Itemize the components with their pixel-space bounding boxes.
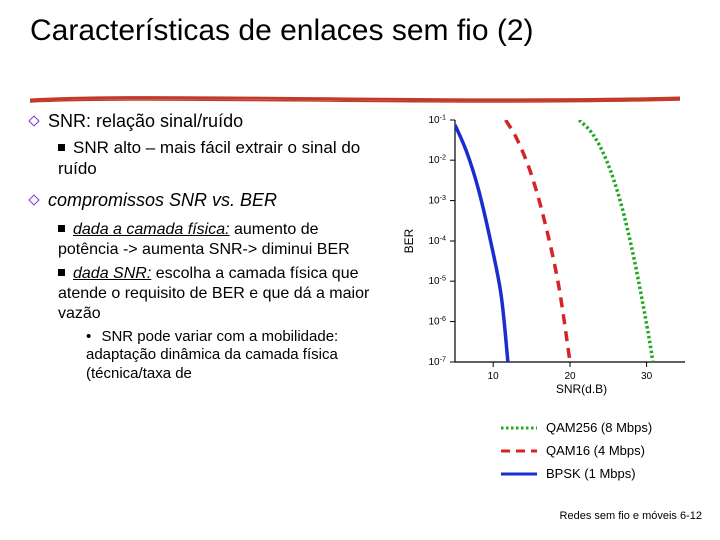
text: SNR alto – mais fácil extrair o sinal do… [58,138,360,178]
text-lead: dada a camada física: [73,221,230,238]
title-underline [28,90,688,110]
svg-text:10-6: 10-6 [428,314,446,328]
legend-swatch [500,467,538,481]
ber-snr-chart: 10-110-210-310-410-510-610-710203040SNR(… [400,112,700,412]
bullet-snr: SNR: relação sinal/ruído [30,110,380,133]
svg-text:10-3: 10-3 [428,193,446,207]
slide-footer: Redes sem fio e móveis 6-12 [560,510,702,522]
legend-swatch [500,444,538,458]
svg-text:10-5: 10-5 [428,274,446,288]
legend-item: BPSK (1 Mbps) [500,466,652,481]
bullet-snr-alto: SNR alto – mais fácil extrair o sinal do… [58,137,380,180]
legend-label: BPSK (1 Mbps) [546,466,636,481]
bullet-mobilidade: SNR pode variar com a mobilidade: adapta… [86,328,380,384]
square-icon [58,225,65,232]
text: SNR pode variar com a mobilidade: adapta… [86,328,338,383]
diamond-icon [28,194,39,205]
bullet-camada-fisica: dada a camada física: aumento de potênci… [58,220,380,260]
text: SNR: relação sinal/ruído [48,111,243,131]
svg-text:10-1: 10-1 [428,113,446,127]
svg-text:BER: BER [402,228,416,253]
square-icon [58,269,65,276]
svg-text:10: 10 [488,371,500,382]
bullet-dada-snr: dada SNR: escolha a camada física que at… [58,264,380,324]
legend-label: QAM256 (8 Mbps) [546,420,652,435]
legend-swatch [500,421,538,435]
chart-legend: QAM256 (8 Mbps) QAM16 (4 Mbps) BPSK (1 Mbp… [500,420,652,489]
text: compromissos SNR vs. BER [48,190,277,210]
square-icon [58,144,65,151]
content-body: SNR: relação sinal/ruído SNR alto – mais… [30,110,380,388]
svg-text:20: 20 [564,371,576,382]
svg-text:SNR(d.B): SNR(d.B) [556,382,607,396]
legend-label: QAM16 (4 Mbps) [546,443,645,458]
svg-text:10-4: 10-4 [428,234,446,248]
diamond-icon [28,115,39,126]
svg-text:30: 30 [641,371,653,382]
svg-text:10-2: 10-2 [428,153,446,167]
legend-item: QAM16 (4 Mbps) [500,443,652,458]
svg-text:10-7: 10-7 [428,355,446,369]
bullet-compromissos: compromissos SNR vs. BER [30,189,380,212]
page-title: Características de enlaces sem fio (2) [0,0,720,53]
legend-item: QAM256 (8 Mbps) [500,420,652,435]
text-lead: dada SNR: [73,265,151,282]
